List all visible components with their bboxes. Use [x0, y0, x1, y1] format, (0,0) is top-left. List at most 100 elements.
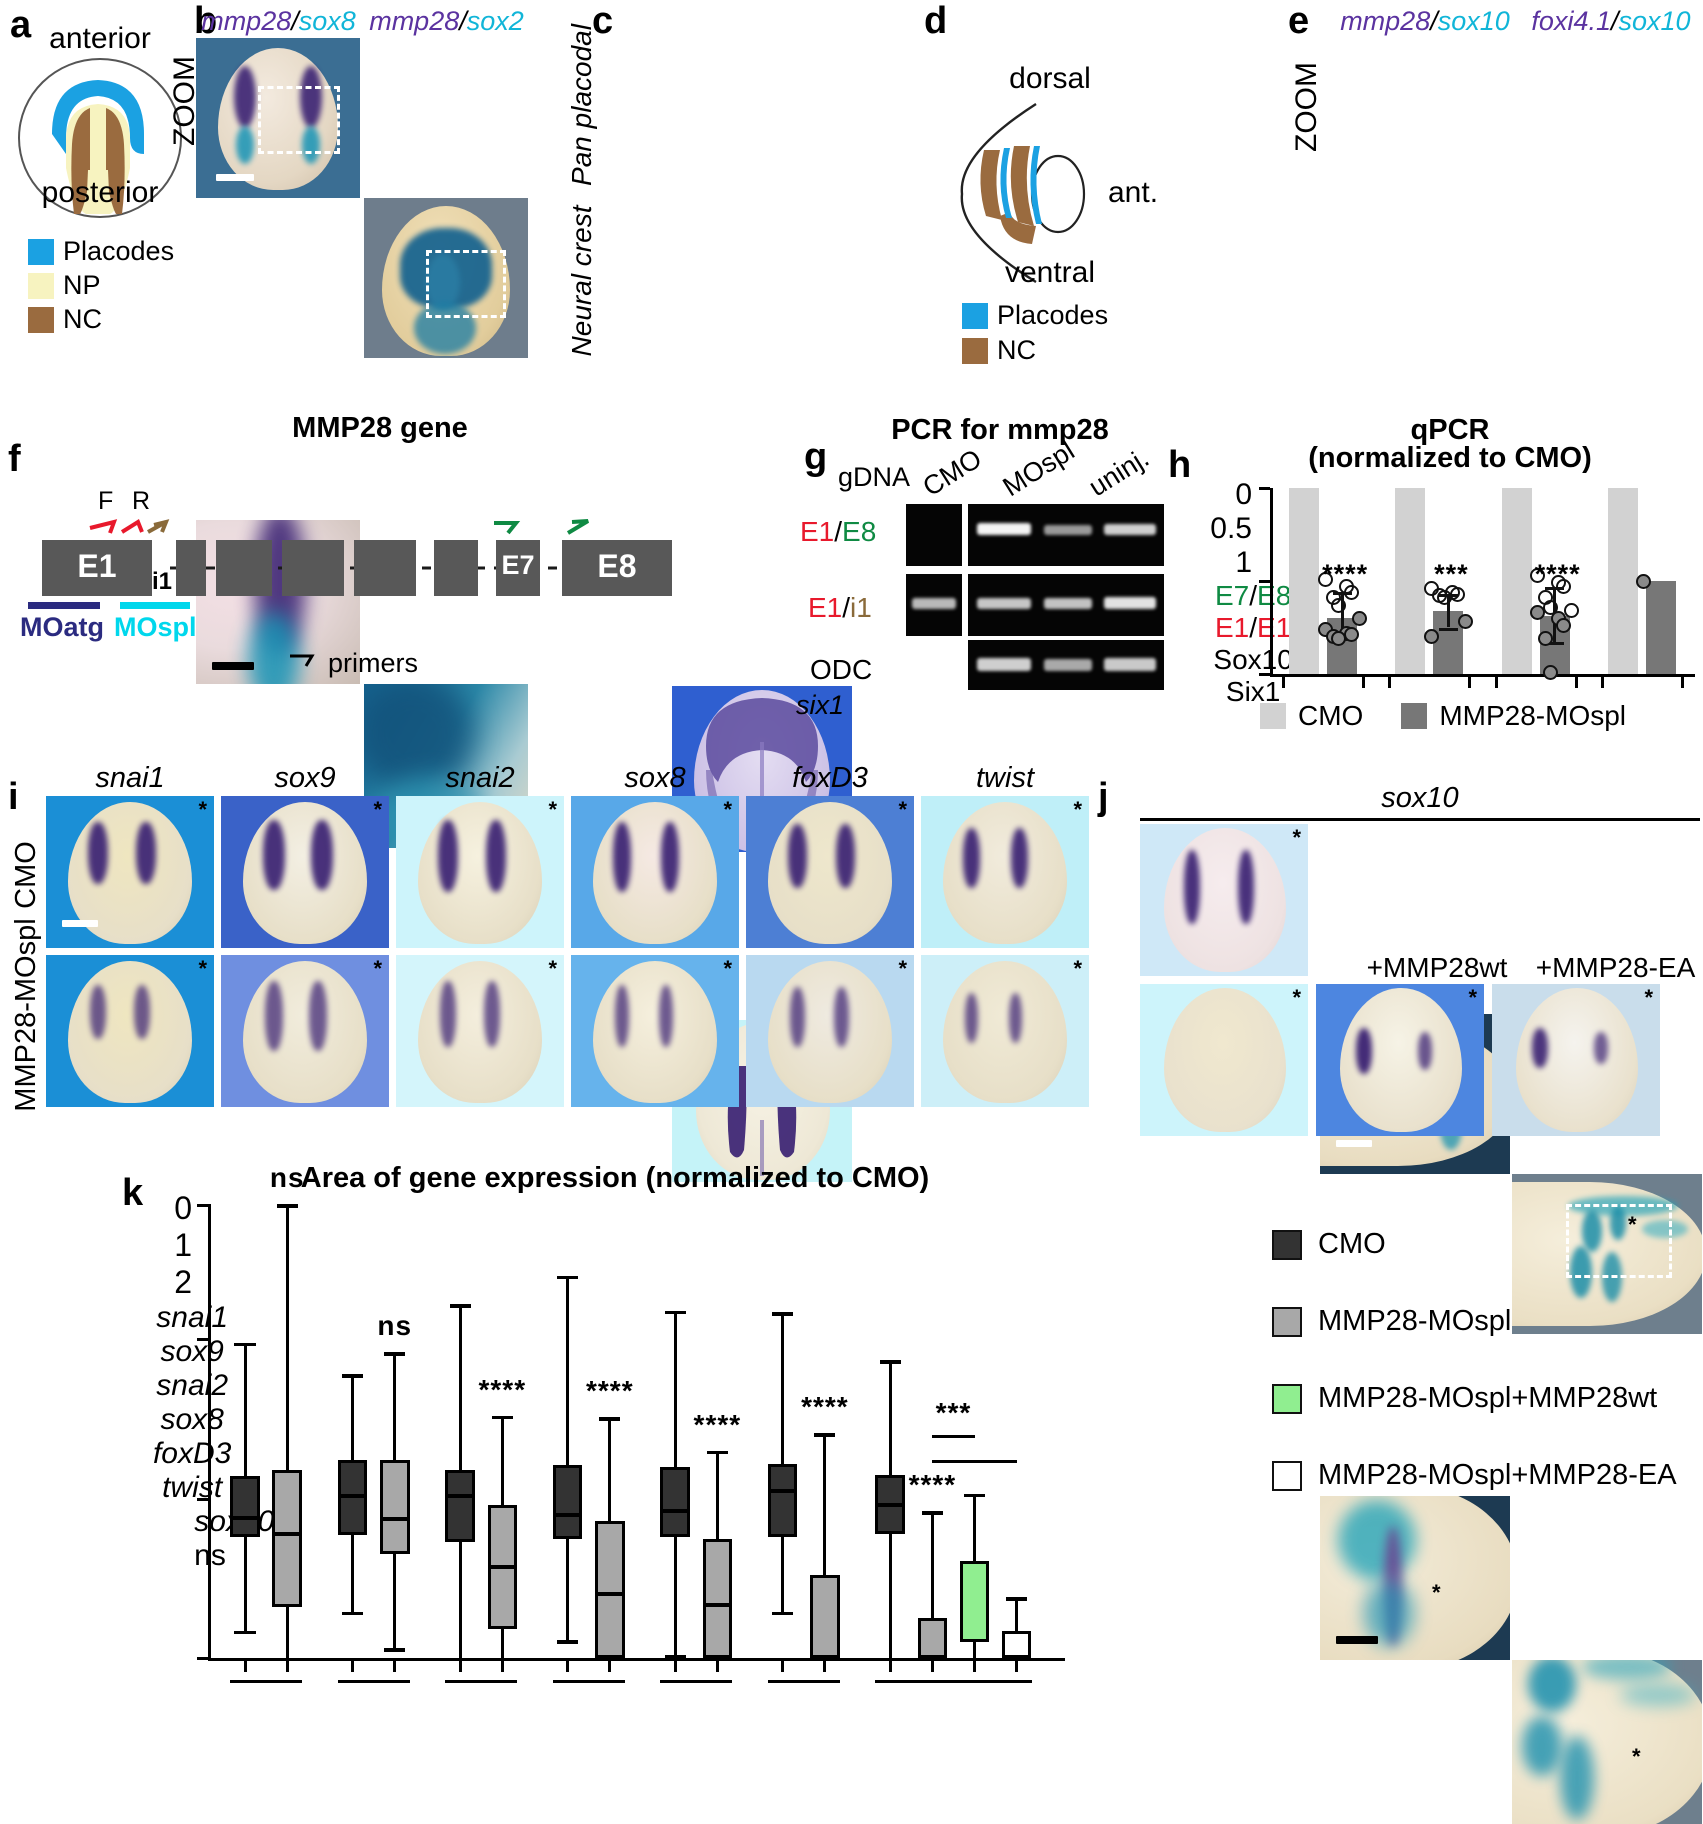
group-label-twist: twist: [162, 1471, 223, 1504]
group-rule: [660, 1680, 733, 1683]
panel-i-image-foxD3-cmo: *: [746, 796, 914, 948]
gel-band: [977, 658, 1031, 671]
median-line: [272, 1531, 302, 1536]
panel-c-row-label-1: Pan placodal: [566, 24, 597, 186]
asterisk-marker: *: [1632, 1744, 1641, 1769]
gel-band: [1044, 598, 1092, 609]
gel-band: [1044, 659, 1092, 671]
gel-row1-left: E1: [800, 516, 835, 547]
y-tick: [197, 1338, 208, 1342]
group-label-foxD3: foxD3: [152, 1437, 232, 1470]
asterisk-marker: *: [373, 956, 382, 981]
panel-b-title2-sep: /: [459, 6, 467, 36]
significance-label: ns: [269, 1162, 305, 1193]
x-tick: [1388, 677, 1392, 688]
asterisk-marker: *: [1292, 985, 1301, 1010]
mospl-bar: [120, 602, 190, 609]
gel-row1-sep: /: [834, 516, 843, 547]
x-tick: [608, 1661, 612, 1672]
y-tick-label: 0: [174, 1190, 192, 1226]
gel-band: [1044, 525, 1092, 535]
panel-j-image-sox10-mospl: *: [1140, 984, 1308, 1136]
asterisk-marker: *: [1073, 797, 1082, 822]
asterisk-marker: *: [1644, 985, 1653, 1010]
legend-label-placodes: Placodes: [63, 236, 175, 266]
panel-e-title2-gene2: sox10: [1618, 6, 1691, 36]
data-point: [1351, 610, 1367, 626]
x-tick: [285, 1661, 289, 1672]
group-rule: [445, 1680, 518, 1683]
panel-b-zoom-label: ZOOM: [168, 56, 201, 146]
panel-j-image-sox10-cmo: *: [1140, 824, 1308, 976]
panel-j-image-grid: * * * *: [1140, 824, 1703, 1136]
legend-swatch-nc: [28, 306, 54, 333]
box: [660, 1466, 690, 1537]
expression-domain: [1532, 1028, 1548, 1068]
data-point: [1530, 605, 1546, 621]
panel-f-letter: f: [8, 438, 21, 480]
expression-domain: [440, 981, 456, 1047]
panel-e-title-1: mmp28/sox10: [1330, 6, 1520, 37]
x-tick: [715, 1661, 719, 1672]
expression-domain: [1238, 850, 1254, 924]
y-tick: [1259, 487, 1270, 490]
median-line: [552, 1512, 583, 1517]
panel-b-image-mmp28-sox8: [196, 38, 360, 198]
exon-E1-label: E1: [77, 548, 117, 584]
panel-b-title1-gene2: sox8: [298, 6, 356, 36]
y-tick-label: 1: [174, 1227, 192, 1263]
gel-image-e1i1-gdna: [906, 574, 962, 636]
group-rule: [337, 1680, 410, 1683]
expression-domain: [90, 985, 106, 1039]
whisker-cap-high: [557, 1275, 579, 1280]
asterisk-marker: *: [1073, 956, 1082, 981]
x-axis-label-six1: Six1: [1225, 676, 1281, 707]
panel-h-title-line2: (normalized to CMO): [1308, 442, 1592, 474]
gel-image-odc-lanes: [968, 640, 1164, 690]
exon-4: [282, 540, 344, 596]
whisker-cap-low: [341, 1611, 364, 1616]
whisker: [285, 1204, 289, 1658]
bar-cmo: [1395, 488, 1426, 674]
asterisk-marker: *: [898, 797, 907, 822]
error-bar: [1340, 592, 1344, 637]
expression-domain: [309, 981, 327, 1051]
significance-label: ****: [693, 1408, 742, 1440]
legend-label-mospl: MMP28-MOspl: [1439, 700, 1627, 731]
box: [810, 1575, 840, 1658]
error-cap-bottom: [1545, 642, 1565, 646]
legend-swatch-cmo: [1272, 1229, 1302, 1260]
panel-g-title: PCR for mmp28: [891, 414, 1109, 446]
panel-h-title-line1: qPCR: [1410, 414, 1490, 446]
data-point: [1343, 627, 1359, 643]
primers-key-label: primers: [328, 648, 419, 678]
x-tick: [1574, 677, 1578, 688]
data-point: [1564, 603, 1580, 619]
data-point: [1636, 573, 1652, 589]
y-tick-label: 0.5: [1210, 512, 1252, 545]
legend-label-mospl-ea: MMP28-MOspl+MMP28-EA: [1318, 1459, 1677, 1491]
legend-swatch-nc: [962, 337, 988, 364]
y-tick: [1259, 580, 1270, 583]
panel-i-image-snai1-cmo: *: [46, 796, 214, 948]
zoom-region-box: [258, 86, 340, 154]
panel-i-image-snai1-mospl: *: [46, 955, 214, 1107]
comparison-rule-2: [932, 1460, 1017, 1464]
group-label-sox9: sox9: [160, 1335, 224, 1368]
median-line: [380, 1517, 410, 1522]
gel-lane-label-cmo: CMO: [917, 443, 987, 503]
whisker-cap-high: [234, 1342, 256, 1347]
legend-swatch-cmo: [1260, 703, 1286, 729]
asterisk-marker: *: [373, 797, 382, 822]
x-tick: [888, 1661, 892, 1672]
y-axis-line: [208, 1204, 211, 1661]
scale-bar: [62, 920, 98, 927]
whisker-cap-high: [664, 1310, 686, 1315]
data-point: [1343, 584, 1359, 600]
comparison-rule-1: [932, 1434, 975, 1438]
expression-domain: [265, 981, 283, 1051]
whisker-cap-high: [814, 1433, 836, 1437]
x-tick: [1494, 677, 1498, 688]
moatg-label: MOatg: [20, 612, 104, 642]
whisker: [823, 1433, 827, 1658]
